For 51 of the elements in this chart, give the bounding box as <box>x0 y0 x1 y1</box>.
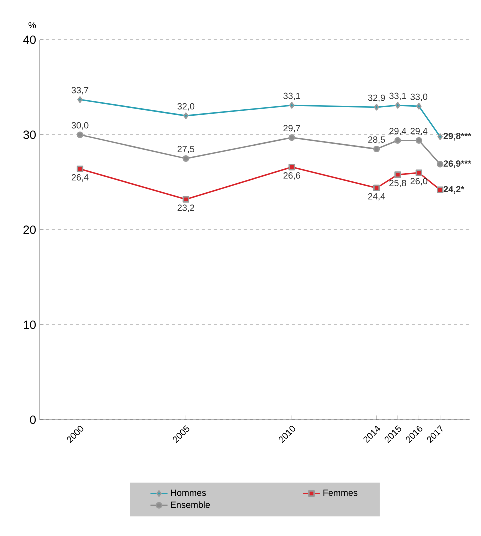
point <box>437 186 444 194</box>
point <box>76 132 84 138</box>
legend-label: Femmes <box>324 490 358 496</box>
legend-label: Hommes <box>171 490 206 496</box>
point <box>416 170 422 176</box>
data-label: 24,4 <box>368 193 386 201</box>
data-label: 33,1 <box>284 92 300 100</box>
point <box>182 196 190 203</box>
point <box>373 146 380 153</box>
data-label: 26,6 <box>284 172 300 180</box>
point <box>288 164 296 171</box>
point <box>373 184 380 192</box>
y-tick-label: 40 <box>23 36 36 44</box>
point <box>289 102 295 109</box>
legend-label: Ensemble <box>171 502 210 508</box>
data-label: 26,4 <box>72 174 89 182</box>
point <box>395 102 401 109</box>
point <box>288 134 296 142</box>
point <box>374 104 380 111</box>
data-label: 33,0 <box>410 94 428 102</box>
data-label: 29,8*** <box>444 133 472 141</box>
data-label: 32,9 <box>368 94 386 102</box>
data-label: 33,1 <box>390 92 406 100</box>
y-tick-label: 0 <box>30 416 36 424</box>
data-label: 25,8 <box>390 180 406 188</box>
data-label: 26,9*** <box>444 160 472 168</box>
data-label: 27,5 <box>178 146 195 154</box>
point <box>394 172 402 178</box>
point <box>416 103 422 110</box>
point <box>76 166 84 173</box>
data-label: 26,0 <box>410 178 428 186</box>
y-tick-label: 20 <box>24 226 36 234</box>
data-label: 29,4 <box>410 128 428 136</box>
y-axis-title: % <box>28 22 36 28</box>
data-label: 29,7 <box>284 125 300 133</box>
point <box>394 137 402 144</box>
point <box>184 112 189 120</box>
data-label: 29,4 <box>390 128 406 136</box>
data-label: 23,2 <box>178 204 194 212</box>
data-label: 28,5 <box>368 136 386 144</box>
y-tick-label: 30 <box>24 130 36 140</box>
point <box>438 134 443 140</box>
data-label: 24,2* <box>444 186 465 194</box>
y-tick-label: 10 <box>24 320 36 330</box>
point <box>78 96 83 104</box>
point <box>416 137 422 144</box>
data-label: 30,0 <box>72 122 89 130</box>
point <box>182 155 190 162</box>
data-label: 33,7 <box>72 87 89 95</box>
point <box>437 161 444 168</box>
data-label: 32,0 <box>178 103 195 111</box>
